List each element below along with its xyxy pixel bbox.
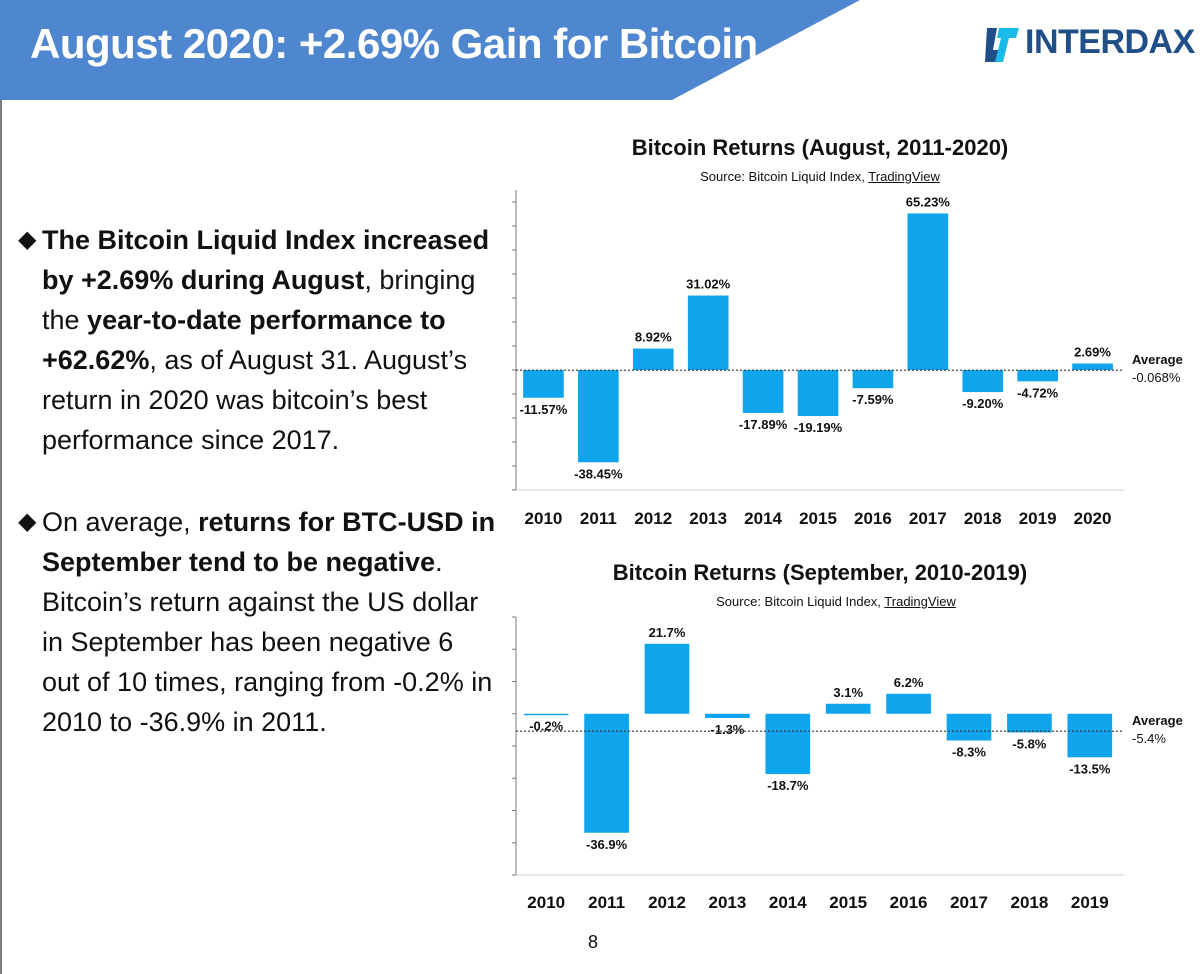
bar-2017 — [907, 213, 949, 370]
data-label-2019: -4.72% — [1017, 385, 1059, 400]
bar-2019 — [1017, 370, 1058, 382]
bullet-text-part: . Bitcoin’s return against the US dollar… — [42, 547, 493, 737]
bullet-september: ◆ On average, returns for BTC-USD in Sep… — [18, 502, 498, 742]
data-label-2014: -17.89% — [739, 417, 788, 432]
interdax-logo-icon — [985, 28, 1019, 62]
average-value-label: -0.068% — [1132, 370, 1181, 385]
logo-text: INTERDAX — [1025, 22, 1195, 61]
bar-2011 — [578, 370, 619, 463]
data-label-2011: -38.45% — [574, 466, 623, 481]
x-tick-label-2019: 2019 — [1019, 509, 1057, 528]
average-label: Average — [1132, 352, 1183, 367]
x-tick-label-2013: 2013 — [689, 509, 727, 528]
page-title: August 2020: +2.69% Gain for Bitcoin — [30, 20, 758, 67]
bar-2016 — [852, 370, 894, 389]
bar-2018 — [962, 370, 1004, 393]
x-tick-label-2015: 2015 — [799, 509, 837, 528]
source-link[interactable]: TradingView — [884, 594, 956, 609]
bar-2012 — [632, 348, 674, 370]
data-label-2013: 31.02% — [686, 277, 731, 292]
bar-2015 — [797, 370, 839, 417]
header-band — [0, 0, 860, 100]
data-label-2017: 65.23% — [906, 194, 951, 209]
bar-2020 — [1072, 363, 1113, 370]
bullet-text-part: year-to-date performance to +62.62% — [42, 305, 446, 375]
x-tick-label-2014: 2014 — [744, 509, 782, 528]
bullet-august: ◆ The Bitcoin Liquid Index increased by … — [18, 220, 498, 460]
data-label-2018: -9.20% — [962, 396, 1004, 411]
data-label-2015: -19.19% — [794, 420, 843, 435]
diamond-bullet-icon: ◆ — [18, 508, 37, 535]
diamond-bullet-icon: ◆ — [18, 226, 37, 253]
chart-september-source: Source: Bitcoin Liquid Index, TradingVie… — [616, 594, 1056, 609]
data-label-2010: -11.57% — [520, 402, 568, 417]
bar-2014 — [742, 370, 784, 413]
chart-august-title: Bitcoin Returns (August, 2011-2020) — [631, 135, 1009, 160]
left-border-line — [0, 100, 2, 974]
x-tick-label-2020: 2020 — [1074, 509, 1112, 528]
data-label-2020: 2.69% — [1074, 345, 1111, 360]
bullet-text-part: The Bitcoin Liquid Index increased by +2… — [42, 225, 490, 295]
x-tick-label-2011: 2011 — [580, 509, 617, 528]
bar-2010 — [523, 370, 564, 398]
bar-2013 — [687, 295, 729, 370]
x-tick-label-2017: 2017 — [909, 509, 947, 528]
x-tick-label-2018: 2018 — [964, 509, 1002, 528]
bullet-text-part: , bringing the — [42, 265, 476, 335]
x-tick-label-2012: 2012 — [634, 509, 672, 528]
source-prefix: Source: Bitcoin Liquid Index, — [700, 169, 869, 184]
bullet-text-part: returns for BTC-USD in September tend to… — [42, 507, 496, 577]
source-link[interactable]: TradingView — [868, 169, 940, 184]
page-number: 8 — [588, 932, 599, 952]
data-label-2012: 8.92% — [635, 330, 672, 345]
bullet-text-part: On average, — [42, 507, 199, 537]
x-tick-label-2010: 2010 — [525, 509, 563, 528]
chart-august-source: Source: Bitcoin Liquid Index, TradingVie… — [600, 169, 1040, 184]
chart-september-title: Bitcoin Returns (September, 2010-2019) — [612, 560, 1028, 585]
x-tick-label-2016: 2016 — [854, 509, 892, 528]
data-label-2016: -7.59% — [852, 392, 894, 407]
interdax-logo: INTERDAX — [985, 20, 1195, 64]
bullet-text-part: , as of August 31. August’s return in 20… — [42, 345, 468, 455]
bullet-list: ◆ The Bitcoin Liquid Index increased by … — [18, 220, 498, 784]
source-prefix: Source: Bitcoin Liquid Index, — [716, 594, 885, 609]
